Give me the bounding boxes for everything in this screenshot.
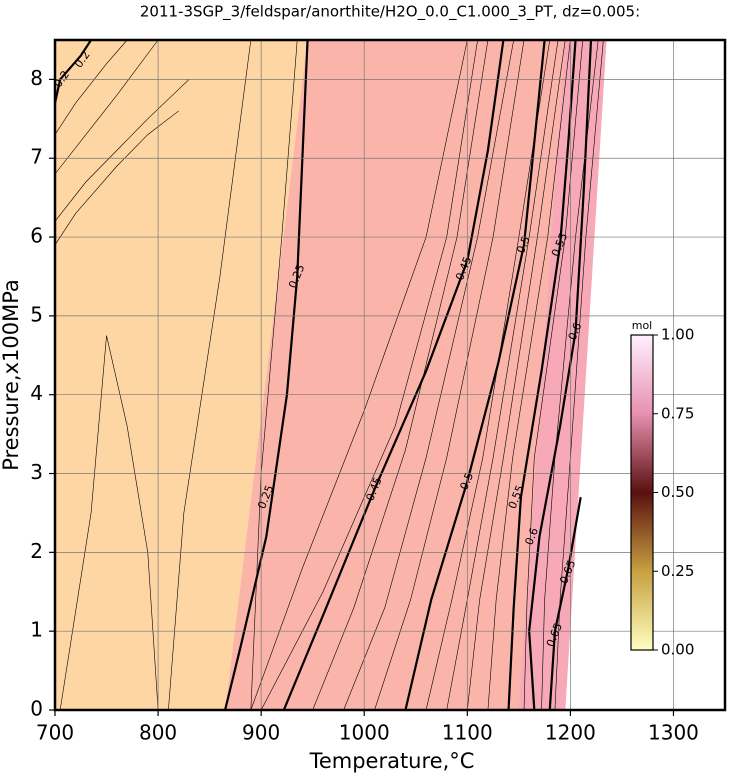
contour-line: [374, 39, 525, 711]
y-axis-label: Pressure,x100MPa: [0, 279, 23, 471]
y-tick-label: 7: [30, 145, 43, 169]
contour-label: 0.5: [458, 471, 477, 492]
contour-line-major: [404, 39, 546, 711]
contour-line: [54, 79, 190, 222]
x-tick-label: 1200: [545, 721, 596, 745]
contour-line: [523, 39, 584, 711]
contour-label: 0.5: [514, 234, 533, 255]
y-tick-label: 0: [30, 697, 43, 721]
contour-line: [59, 335, 159, 711]
y-tick-label: 3: [30, 460, 43, 484]
contour-line: [425, 39, 551, 711]
y-tick-label: 2: [30, 539, 43, 563]
contour-line: [343, 39, 514, 711]
y-tick-label: 1: [30, 618, 43, 642]
contour-line: [250, 39, 298, 711]
phase-region: [55, 40, 308, 710]
colorbar-tick-label: 0.00: [661, 641, 694, 659]
contour-line-major: [53, 39, 92, 104]
colorbar-tick-label: 0.50: [661, 483, 694, 501]
contour-line: [54, 39, 128, 135]
colorbar-tick-label: 1.00: [661, 326, 694, 344]
colorbar-tick-label: 0.25: [661, 562, 694, 580]
colorbar-tick-label: 0.75: [661, 404, 694, 422]
y-tick-label: 6: [30, 224, 43, 248]
contour-label: 0.6: [522, 526, 541, 547]
y-tick-label: 4: [30, 381, 43, 405]
contour-line: [487, 39, 571, 711]
contour-line: [168, 39, 252, 711]
x-tick-label: 800: [139, 721, 177, 745]
x-axis-label: Temperature,°C: [309, 749, 475, 773]
contour-line-major: [507, 39, 577, 711]
contour-line: [54, 110, 179, 246]
plot-frame: [53, 38, 727, 712]
colorbar: [630, 334, 654, 651]
x-tick-label: 1100: [442, 721, 493, 745]
y-tick-label: 8: [30, 66, 43, 90]
contour-line-major: [548, 496, 582, 711]
x-tick-label: 700: [36, 721, 74, 745]
chart-title: 2011-3SGP_3/feldspar/anorthite/H2O_0.0_C…: [140, 3, 640, 22]
phase-region: [225, 40, 607, 710]
contour-line-major: [282, 39, 505, 711]
x-tick-label: 1000: [339, 721, 390, 745]
contour-line: [54, 39, 159, 175]
contour-line: [446, 39, 559, 711]
colorbar-unit: mol: [632, 319, 653, 332]
y-tick-label: 5: [30, 302, 43, 326]
x-tick-label: 1300: [648, 721, 699, 745]
contour-label: 0.6: [566, 321, 585, 342]
x-tick-label: 900: [242, 721, 280, 745]
contour-line: [467, 39, 566, 711]
